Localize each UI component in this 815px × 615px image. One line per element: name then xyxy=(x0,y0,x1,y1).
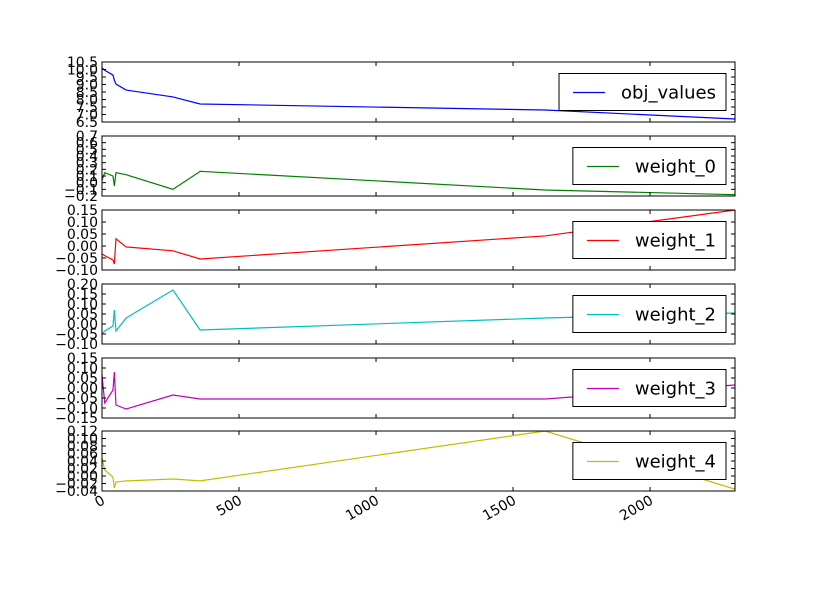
y-tick-label: −0.10 xyxy=(55,337,98,353)
y-tick-label: 9.5 xyxy=(76,70,98,86)
y-tick-label: 0.10 xyxy=(67,361,98,377)
plot-area xyxy=(102,170,735,196)
subplot: −0.10−0.050.000.050.100.150.20 weight_2 xyxy=(55,277,736,353)
series-line xyxy=(102,67,735,120)
y-tick-label: 0.06 xyxy=(67,447,98,463)
subplot: −0.15−0.10−0.050.000.050.100.15 weight_3 xyxy=(55,351,736,427)
series-line xyxy=(102,210,735,265)
y-tick-label: −0.05 xyxy=(55,391,98,407)
y-tick-label: 0.10 xyxy=(67,432,98,448)
y-tick-label: 10.5 xyxy=(67,55,98,71)
legend: weight_2 xyxy=(572,295,727,333)
series-line xyxy=(102,289,735,335)
y-tick-label: −0.2 xyxy=(64,189,98,205)
y-tick-label: 7.5 xyxy=(76,100,98,116)
y-tick-label: 0.15 xyxy=(67,203,98,219)
y-tick-label: −0.05 xyxy=(55,327,98,343)
y-tick-label: 0.05 xyxy=(67,227,98,243)
legend: weight_1 xyxy=(572,221,727,259)
x-tick-label: 0 xyxy=(92,493,108,511)
subplot: 6.57.07.58.08.59.09.510.010.5 obj_values xyxy=(67,55,736,131)
y-tick-label: 0.08 xyxy=(67,439,98,455)
subplot: −0.04−0.020.000.020.040.060.080.100.12 0 5… xyxy=(55,424,736,525)
plot-area xyxy=(102,431,735,490)
subplot: −0.2−0.10.00.10.20.30.40.50.60.7 weight_0 xyxy=(64,129,736,205)
x-tick-label: 1500 xyxy=(480,493,519,525)
legend: weight_4 xyxy=(572,442,727,480)
y-tick-label: 0.15 xyxy=(67,351,98,367)
y-tick-label: 0.00 xyxy=(67,239,98,255)
y-tick-label: −0.10 xyxy=(55,263,98,279)
y-tick-label: 0.02 xyxy=(67,462,98,478)
series-line xyxy=(102,431,735,490)
y-tick-label: 0.15 xyxy=(67,287,98,303)
legend-label: weight_3 xyxy=(635,379,716,400)
axes-frame xyxy=(101,209,736,271)
y-tick-label: −0.10 xyxy=(55,401,98,417)
y-tick-label: −0.04 xyxy=(55,484,98,500)
y-tick-label: 0.7 xyxy=(76,129,98,145)
legend-label: weight_2 xyxy=(635,305,716,326)
legend-label: weight_4 xyxy=(635,452,716,473)
legend: weight_0 xyxy=(572,147,727,185)
y-tick-label: 0.1 xyxy=(76,169,98,185)
y-tick-label: 0.05 xyxy=(67,307,98,323)
legend-label: weight_1 xyxy=(635,231,716,252)
y-tick-label: 0.00 xyxy=(67,317,98,333)
y-tick-label: 0.6 xyxy=(76,136,98,152)
y-tick-label: 0.0 xyxy=(76,176,98,192)
y-tick-label: 0.05 xyxy=(67,371,98,387)
y-tick-label: −0.05 xyxy=(55,251,98,267)
y-tick-label: 0.5 xyxy=(76,142,98,158)
y-tick-label: 0.00 xyxy=(67,469,98,485)
legend: obj_values xyxy=(558,73,727,111)
x-tick-label: 500 xyxy=(214,493,245,520)
y-tick-label: 0.12 xyxy=(67,424,98,440)
x-tick-label: 2000 xyxy=(617,493,656,525)
y-tick-label: 0.10 xyxy=(67,215,98,231)
y-tick-label: 0.3 xyxy=(76,156,98,172)
y-tick-label: −0.02 xyxy=(55,477,98,493)
y-tick-label: 0.04 xyxy=(67,454,98,470)
y-tick-label: −0.1 xyxy=(64,182,98,198)
legend-label: obj_values xyxy=(621,83,716,104)
y-tick-label: 6.5 xyxy=(76,115,98,131)
legend: weight_3 xyxy=(572,369,727,407)
subplot: −0.10−0.050.000.050.100.15 weight_1 xyxy=(55,203,736,279)
plot-area xyxy=(102,210,735,265)
legend-label: weight_0 xyxy=(635,157,716,178)
y-tick-label: −0.15 xyxy=(55,411,98,427)
legend-box xyxy=(558,73,727,111)
y-tick-label: 8.5 xyxy=(76,85,98,101)
plot-area xyxy=(102,67,735,120)
y-tick-label: 8.0 xyxy=(76,93,98,109)
y-tick-label: 10.0 xyxy=(67,63,98,79)
y-tick-label: 0.4 xyxy=(76,149,98,165)
y-tick-label: 0.2 xyxy=(76,162,98,178)
axes-frame xyxy=(101,135,736,197)
y-tick-label: 7.0 xyxy=(76,108,98,124)
y-tick-label: 0.00 xyxy=(67,381,98,397)
y-tick-label: 0.10 xyxy=(67,297,98,313)
y-tick-label: 0.20 xyxy=(67,277,98,293)
series-line xyxy=(102,371,735,410)
plot-area xyxy=(102,289,735,335)
plot-area xyxy=(102,371,735,410)
x-tick-label: 1000 xyxy=(343,493,382,525)
series-line xyxy=(102,170,735,196)
y-tick-label: 9.0 xyxy=(76,78,98,94)
